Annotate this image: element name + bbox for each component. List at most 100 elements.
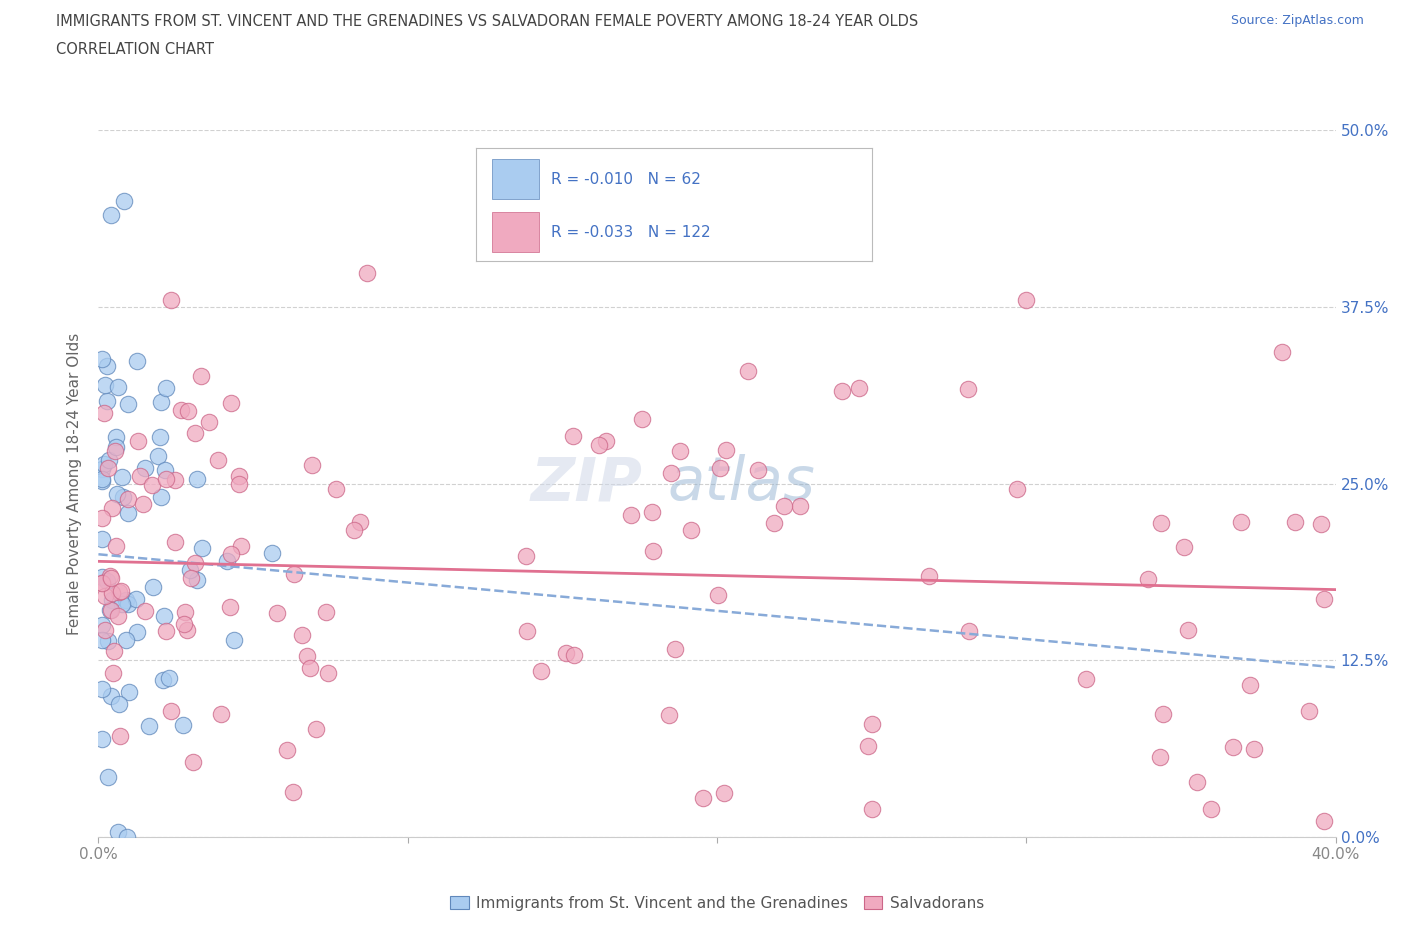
Point [117, 506, 139, 521]
Point [96, 358, 118, 373]
Point [620, 508, 643, 523]
Point [134, 460, 156, 475]
Point [98, 453, 121, 468]
Point [1076, 671, 1098, 686]
Point [93, 457, 115, 472]
Point [860, 716, 883, 731]
Point [108, 584, 131, 599]
Point [763, 515, 786, 530]
Point [191, 540, 214, 555]
Point [160, 292, 183, 307]
Point [157, 671, 180, 685]
Point [107, 824, 129, 839]
Point [1185, 775, 1208, 790]
Point [163, 534, 186, 549]
Point [595, 433, 617, 448]
Point [125, 591, 148, 606]
Point [173, 617, 195, 631]
Point [91, 732, 114, 747]
Point [1243, 741, 1265, 756]
Point [1312, 814, 1334, 829]
Point [128, 469, 150, 484]
Point [112, 193, 135, 208]
Point [118, 685, 141, 700]
Point [831, 384, 853, 399]
Point [209, 707, 232, 722]
Point [105, 486, 128, 501]
Point [100, 207, 122, 222]
Point [90, 576, 112, 591]
Point [1271, 344, 1294, 359]
Point [515, 549, 537, 564]
Point [177, 404, 200, 418]
Point [747, 462, 769, 477]
Point [283, 785, 305, 800]
Point [561, 429, 583, 444]
Point [150, 394, 173, 409]
Point [90, 618, 112, 632]
Point [100, 689, 122, 704]
Point [180, 570, 202, 585]
Text: CORRELATION CHART: CORRELATION CHART [56, 42, 214, 57]
Point [957, 623, 980, 638]
Point [103, 665, 125, 680]
Point [1284, 514, 1306, 529]
Point [134, 604, 156, 618]
Point [1137, 571, 1160, 586]
Point [125, 624, 148, 639]
Point [155, 463, 177, 478]
Point [588, 438, 610, 453]
Point [117, 596, 139, 611]
Point [186, 572, 208, 587]
Point [125, 353, 148, 368]
Point [108, 697, 131, 711]
Point [789, 499, 811, 514]
Point [90, 682, 112, 697]
Point [152, 608, 174, 623]
Point [117, 492, 139, 507]
Point [1152, 707, 1174, 722]
Point [152, 672, 174, 687]
Point [98, 568, 121, 583]
Point [149, 489, 172, 504]
Point [149, 430, 172, 445]
Point [110, 584, 132, 599]
Point [737, 363, 759, 378]
Point [325, 482, 347, 497]
Point [956, 381, 979, 396]
Point [1177, 622, 1199, 637]
Point [174, 604, 197, 619]
Point [1222, 740, 1244, 755]
Point [356, 266, 378, 281]
Point [186, 472, 208, 486]
Point [316, 666, 339, 681]
Point [260, 545, 283, 560]
Point [94, 623, 117, 638]
Point [90, 511, 112, 525]
Point [555, 645, 578, 660]
Point [97, 633, 120, 648]
Point [219, 395, 242, 410]
Text: atlas: atlas [668, 454, 815, 513]
Y-axis label: Female Poverty Among 18-24 Year Olds: Female Poverty Among 18-24 Year Olds [67, 333, 83, 635]
Point [1015, 292, 1038, 307]
Point [112, 489, 135, 504]
Point [641, 544, 664, 559]
Point [165, 472, 187, 487]
Point [713, 786, 735, 801]
Point [343, 523, 366, 538]
Point [160, 703, 183, 718]
Point [103, 644, 125, 658]
Point [266, 605, 288, 620]
Point [115, 632, 138, 647]
Point [90, 472, 112, 486]
Point [219, 599, 242, 614]
Point [198, 414, 221, 429]
Point [291, 628, 314, 643]
Point [184, 425, 207, 440]
Point [1173, 539, 1195, 554]
Point [141, 478, 163, 493]
Point [155, 624, 177, 639]
Point [100, 592, 122, 607]
Point [207, 452, 229, 467]
